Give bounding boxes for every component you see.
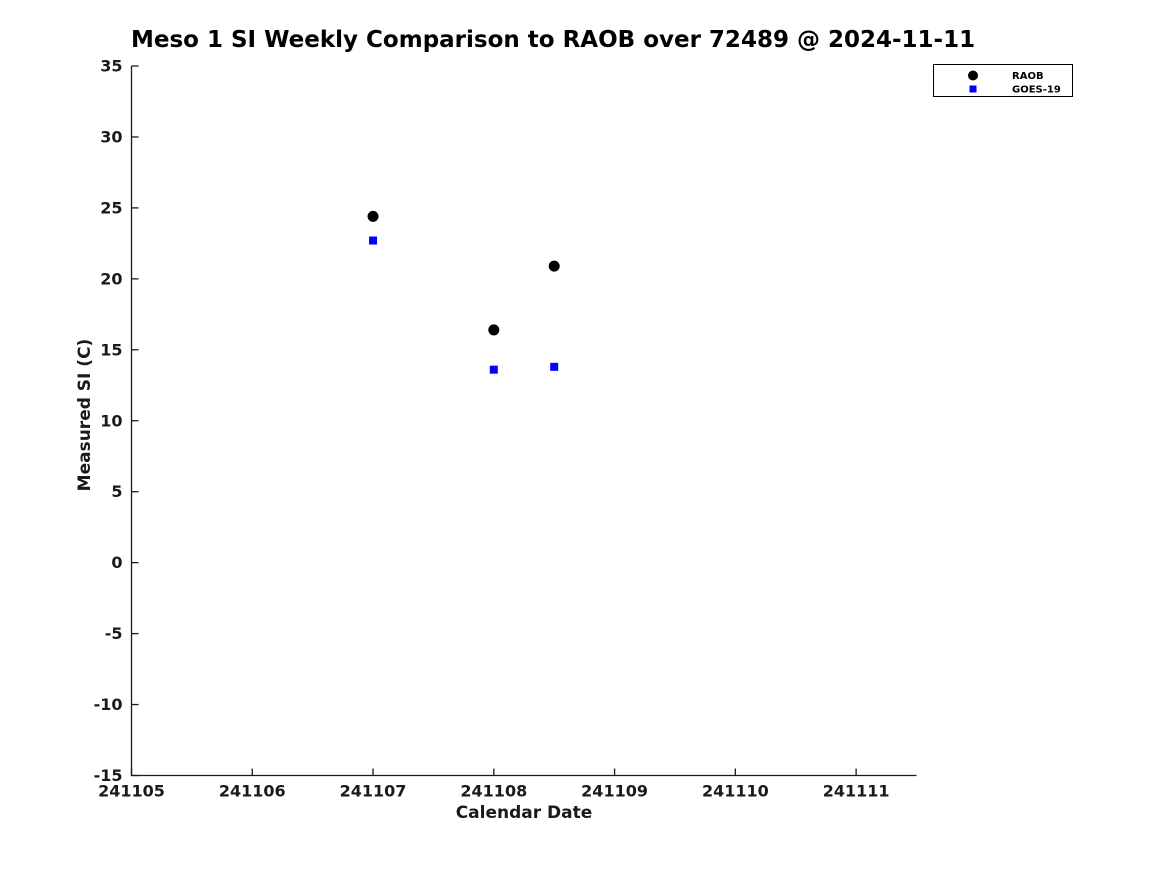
- y-tick-label: -5: [105, 624, 123, 643]
- data-point-goes-19: [369, 236, 378, 245]
- y-tick-label: 0: [111, 553, 122, 572]
- legend-marker-raob: [968, 70, 978, 81]
- x-tick-label: 241105: [98, 782, 165, 801]
- legend-marker-goes-19: [969, 85, 977, 93]
- y-tick-label: 15: [100, 340, 122, 359]
- data-point-raob: [548, 260, 560, 272]
- y-tick-label: 35: [100, 57, 122, 76]
- y-tick-label: 25: [100, 198, 122, 217]
- chart-title: Meso 1 SI Weekly Comparison to RAOB over…: [131, 27, 976, 53]
- data-point-goes-19: [489, 365, 498, 374]
- y-tick-label: -15: [94, 766, 123, 785]
- y-tick-label: 5: [111, 482, 122, 501]
- legend-label-goes-19: GOES-19: [1012, 85, 1061, 96]
- x-axis-label: Calendar Date: [455, 803, 593, 823]
- y-tick-label: 10: [100, 411, 122, 430]
- x-tick-label: 241108: [460, 782, 527, 801]
- data-point-raob: [367, 210, 379, 222]
- x-tick-label: 241106: [219, 782, 286, 801]
- x-tick-label: 241109: [581, 782, 648, 801]
- x-tick-label: 241107: [340, 782, 407, 801]
- legend-box: [933, 64, 1073, 97]
- data-point-goes-19: [550, 362, 559, 371]
- x-tick-label: 241111: [823, 782, 890, 801]
- y-tick-label: 20: [100, 269, 122, 288]
- y-axis-label: Measured SI (C): [75, 338, 95, 492]
- x-tick-label: 241110: [702, 782, 769, 801]
- data-point-raob: [488, 324, 500, 336]
- legend-label-raob: RAOB: [1012, 71, 1044, 82]
- y-tick-label: -10: [94, 695, 123, 714]
- y-tick-label: 30: [100, 127, 122, 146]
